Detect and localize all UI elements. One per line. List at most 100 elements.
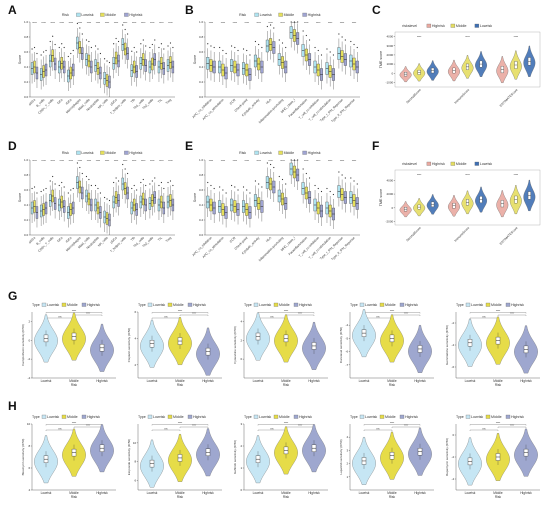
y-axis-label: Bleomycin sensitivity (IC50) — [21, 439, 25, 476]
panel-letter-A: A — [8, 3, 17, 17]
outlier-point — [167, 45, 169, 47]
outlier-point — [344, 177, 346, 179]
category-label: NK_cells — [97, 98, 109, 110]
legend-swatch — [474, 161, 480, 166]
outlier-point — [297, 159, 299, 161]
outlier-point — [67, 55, 69, 58]
significance-label: **** — [96, 21, 101, 25]
outlier-point — [127, 33, 129, 35]
outlier-point — [127, 172, 129, 175]
outlier-point — [97, 187, 99, 190]
legend-label: Highrisk — [405, 415, 418, 419]
outlier-point — [149, 46, 151, 49]
significance-label: **** — [292, 21, 297, 25]
outlier-point — [115, 177, 117, 179]
legend-title: Type — [32, 303, 40, 307]
significance-label: **** — [178, 309, 183, 313]
significance-label: **** — [78, 21, 83, 25]
y-tick-label: 1.0 — [199, 158, 204, 162]
category-label: Middle — [281, 491, 291, 495]
significance-label: **** — [465, 35, 470, 39]
significance-label: **** — [280, 21, 285, 25]
outlier-point — [160, 43, 163, 45]
outlier-point — [45, 49, 47, 52]
outlier-point — [293, 21, 296, 23]
panel-letter-H: H — [8, 399, 17, 413]
outlier-point — [222, 49, 224, 52]
legend-swatch — [359, 414, 365, 419]
outlier-point — [76, 162, 78, 164]
category-label: Highrisk — [308, 491, 320, 495]
y-tick-label: 0.0 — [199, 233, 204, 237]
y-axis-label: Docetaxel sensitivity (IC50) — [339, 327, 343, 363]
y-axis-label: Gemcitabine sensitivity (IC50) — [445, 325, 449, 365]
y-tick-label: 3 — [241, 422, 243, 426]
significance-label: **** — [298, 424, 303, 428]
significance-label: **** — [280, 159, 285, 163]
significance-label: **** — [390, 421, 395, 425]
x-axis-label: Risk — [71, 495, 78, 499]
legend-label: Middle — [385, 415, 396, 419]
outlier-point — [225, 52, 227, 55]
outlier-point — [353, 43, 355, 46]
significance-label: **** — [78, 159, 83, 163]
significance-label: **** — [316, 21, 321, 25]
category-label: pDCs — [109, 236, 118, 245]
outlier-point — [42, 51, 45, 53]
y-tick-label: 0.8 — [24, 173, 29, 177]
significance-bracket — [391, 426, 421, 428]
significance-label: **** — [69, 21, 74, 25]
significance-label: **** — [41, 159, 46, 163]
outlier-point — [281, 42, 284, 44]
y-tick-label: 2 — [347, 462, 349, 466]
outlier-point — [172, 184, 174, 187]
y-tick-label: 6 — [135, 310, 137, 314]
outlier-point — [266, 162, 268, 164]
significance-label: **** — [209, 159, 214, 163]
category-label: Highrisk — [520, 491, 532, 495]
panel-letter-G: G — [8, 289, 17, 303]
legend-swatch — [359, 302, 365, 307]
legend-label: Highrisk — [87, 415, 100, 419]
legend-swatch — [399, 414, 405, 419]
outlier-point — [81, 172, 83, 175]
legend-swatch — [379, 302, 385, 307]
category-label: Lowrisk — [359, 491, 370, 495]
significance-label: **** — [159, 159, 164, 163]
outlier-point — [79, 166, 81, 169]
outlier-point — [332, 193, 335, 196]
outlier-point — [145, 184, 147, 187]
legend-swatch — [485, 302, 491, 307]
legend-title: Type — [138, 303, 146, 307]
category-label: ESTIMATEScore — [499, 226, 519, 246]
legend-swatch — [379, 414, 385, 419]
outlier-point — [350, 40, 352, 43]
significance-label: **** — [245, 21, 250, 25]
legend-label: Highrisk — [87, 303, 100, 307]
legend-label: Lowrisk — [480, 24, 492, 28]
category-label: Highrisk — [202, 491, 214, 495]
outlier-point — [210, 184, 212, 187]
y-tick-label: 0.2 — [24, 80, 29, 84]
legend-label: Middle — [284, 13, 295, 17]
y-tick-label: -4 — [452, 477, 455, 481]
legend-title: Risk — [62, 151, 69, 155]
y-tick-label: -6 — [452, 365, 455, 369]
category-label: Highrisk — [96, 491, 108, 495]
y-tick-label: -4 — [452, 343, 455, 347]
outlier-point — [246, 49, 248, 52]
y-tick-label: 0.8 — [199, 35, 204, 39]
significance-bracket — [497, 426, 527, 428]
panel-G2: Type Lowrisk Middle Highrisk 2 4 6 Cisplatin se… — [127, 302, 222, 387]
panel-G1: Type Lowrisk Middle Highrisk -4 -2 0 2 Camptothe… — [21, 302, 116, 387]
outlier-point — [230, 184, 233, 187]
significance-label: **** — [123, 21, 128, 25]
legend-swatch — [100, 12, 105, 17]
outlier-point — [172, 46, 174, 49]
panel-letter-D: D — [8, 139, 17, 153]
outlier-point — [103, 58, 106, 60]
y-tick-label: 2000 — [387, 192, 394, 196]
y-tick-label: 0.6 — [199, 188, 204, 192]
significance-label: **** — [178, 421, 183, 425]
outlier-point — [160, 181, 163, 184]
